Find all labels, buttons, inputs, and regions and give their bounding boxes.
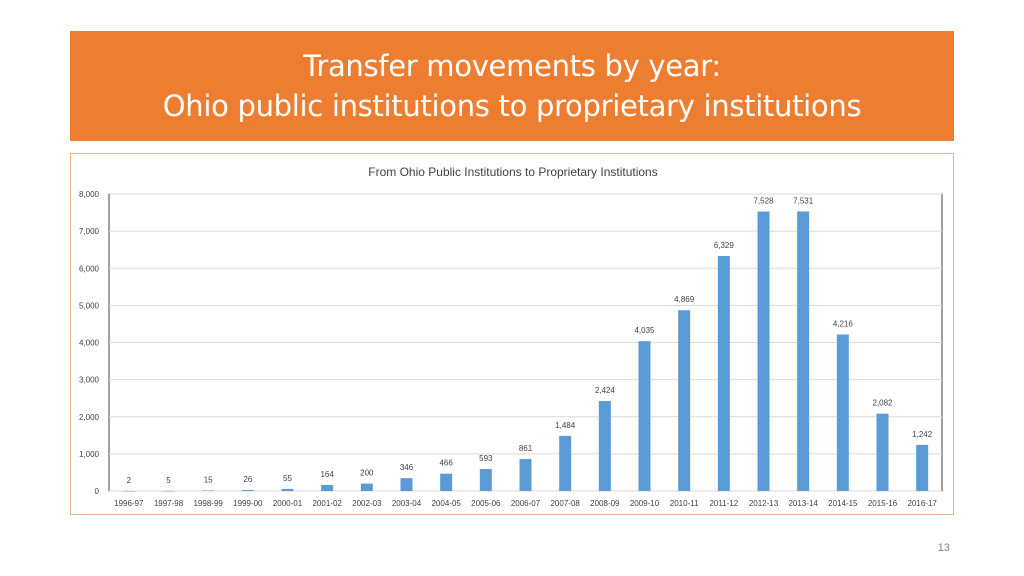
x-tick-label: 2007-08 [550, 499, 580, 508]
data-label: 2,082 [872, 399, 893, 408]
y-axis-ticks: 0 1,000 2,000 3,000 4,000 5,000 6,000 7,000 8,00… [79, 190, 100, 496]
data-label: 200 [360, 469, 374, 478]
x-tick-label: 2000-01 [273, 499, 303, 508]
data-label: 861 [519, 444, 533, 453]
data-label: 4,216 [833, 319, 854, 328]
x-tick-label: 2005-06 [471, 499, 501, 508]
x-tick-label: 1998-99 [193, 499, 223, 508]
x-axis-ticks: 1996-97 1997-98 1998-99 1999-00 2000-01 2001-… [114, 499, 937, 508]
data-label: 7,531 [793, 196, 814, 205]
chart-frame: From Ohio Public Institutions to Proprie… [70, 153, 954, 515]
x-tick-label: 2011-12 [709, 499, 738, 508]
y-tick-label: 1,000 [79, 450, 100, 459]
x-tick-label: 2014-15 [828, 499, 858, 508]
bar [400, 478, 413, 491]
data-label: 4,869 [674, 295, 695, 304]
bar [797, 211, 810, 491]
x-tick-label: 2016-17 [907, 499, 937, 508]
y-tick-label: 7,000 [79, 227, 100, 236]
data-label: 5 [166, 476, 171, 485]
y-tick-label: 5,000 [79, 301, 100, 310]
bar [479, 468, 492, 491]
bar-chart: From Ohio Public Institutions to Proprie… [79, 165, 943, 508]
data-label: 346 [400, 463, 414, 472]
x-tick-label: 1996-97 [114, 499, 144, 508]
bar [281, 488, 294, 491]
y-tick-label: 2,000 [79, 413, 100, 422]
data-label: 26 [243, 475, 252, 484]
data-label: 164 [320, 470, 334, 479]
y-tick-label: 8,000 [79, 190, 100, 199]
y-tick-label: 6,000 [79, 264, 100, 273]
bar [559, 435, 572, 491]
bar [519, 459, 532, 491]
data-label: 1,484 [555, 421, 576, 430]
bar [202, 490, 215, 491]
bar [916, 444, 929, 491]
bar [876, 413, 889, 491]
x-tick-label: 1997-98 [154, 499, 184, 508]
x-tick-label: 2010-11 [670, 499, 699, 508]
data-labels: 2 5 15 26 55 164 200 346 466 593 861 1,484 2,424 4,03… [127, 196, 933, 485]
y-tick-label: 3,000 [79, 376, 100, 385]
x-tick-label: 2004-05 [431, 499, 461, 508]
x-tick-label: 2006-07 [511, 499, 541, 508]
chart-title: From Ohio Public Institutions to Proprie… [368, 165, 657, 179]
x-tick-label: 2015-16 [868, 499, 898, 508]
data-label: 6,329 [714, 241, 735, 250]
bar [678, 310, 691, 491]
data-label: 7,528 [753, 197, 774, 206]
data-label: 15 [204, 475, 213, 484]
x-tick-label: 2009-10 [630, 499, 660, 508]
y-tick-label: 0 [95, 487, 100, 496]
data-label: 1,242 [912, 430, 933, 439]
page-number: 13 [937, 542, 950, 554]
bar [360, 483, 373, 491]
x-tick-label: 1999-00 [233, 499, 263, 508]
x-tick-label: 2002-03 [352, 499, 382, 508]
data-label: 466 [439, 459, 453, 468]
data-label: 2 [127, 476, 132, 485]
slide-title-line-1: Transfer movements by year: [303, 49, 721, 83]
x-tick-label: 2012-13 [749, 499, 779, 508]
data-label: 4,035 [634, 326, 655, 335]
x-tick-label: 2003-04 [392, 499, 422, 508]
slide-title-band: Transfer movements by year: Ohio public … [70, 31, 954, 141]
bar [122, 490, 135, 492]
data-label: 593 [479, 454, 493, 463]
y-tick-label: 4,000 [79, 339, 100, 348]
bar [440, 473, 453, 491]
bar [836, 334, 849, 491]
x-tick-label: 2013-14 [788, 499, 818, 508]
bar [162, 490, 175, 492]
bars [122, 211, 929, 492]
bar [321, 484, 334, 491]
slide-title-line-2: Ohio public institutions to proprietary … [162, 89, 862, 123]
data-label: 55 [283, 474, 292, 483]
x-tick-label: 2008-09 [590, 499, 620, 508]
bar [241, 490, 254, 491]
bar [598, 401, 611, 491]
data-label: 2,424 [595, 386, 616, 395]
bar [717, 256, 730, 491]
x-tick-label: 2001-02 [312, 499, 342, 508]
bar [638, 341, 651, 491]
bar [757, 211, 770, 491]
